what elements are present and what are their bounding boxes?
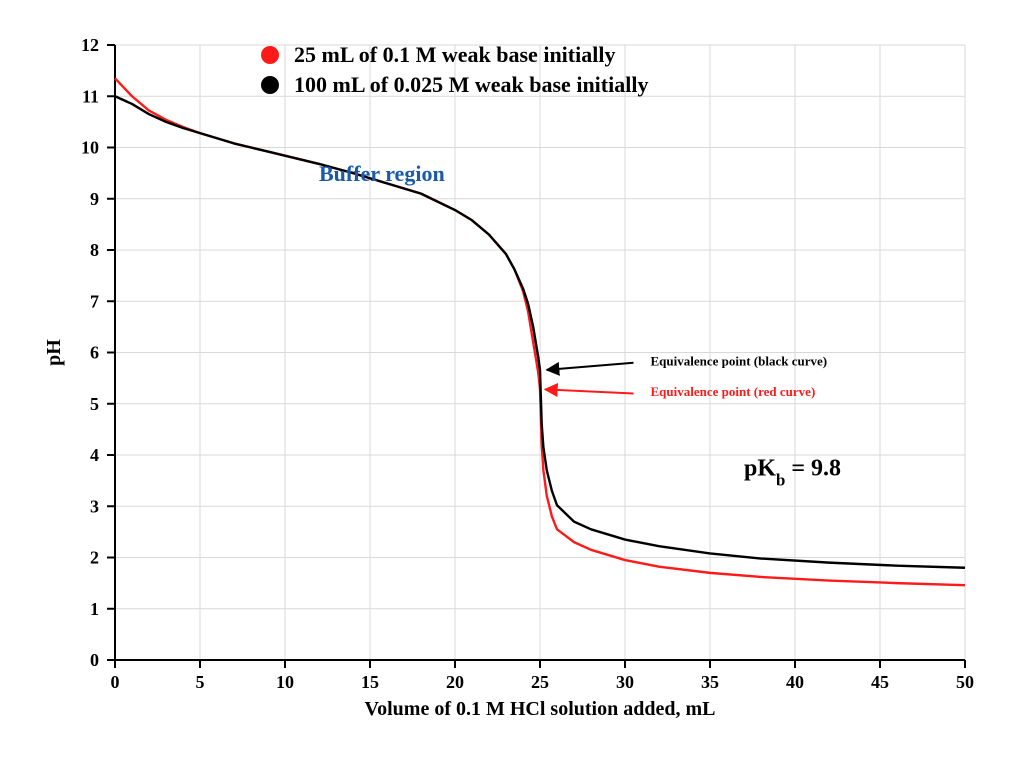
x-tick-label: 35 [701, 672, 719, 692]
y-tick-label: 2 [90, 548, 99, 568]
arrow-eq-red [545, 389, 633, 393]
annotation-eq-red: Equivalence point (red curve) [651, 384, 816, 399]
titration-chart: 051015202530354045500123456789101112Volu… [0, 0, 1024, 768]
annotation-buffer: Buffer region [319, 161, 445, 186]
y-tick-label: 5 [90, 394, 99, 414]
y-tick-label: 7 [90, 291, 99, 311]
y-tick-label: 0 [90, 650, 99, 670]
x-tick-label: 10 [276, 672, 294, 692]
annotation-pkb: pKb = 9.8 [744, 456, 841, 490]
y-tick-label: 10 [81, 138, 99, 158]
y-tick-label: 4 [90, 445, 99, 465]
x-tick-label: 45 [871, 672, 889, 692]
x-tick-label: 5 [196, 672, 205, 692]
annotation-eq-black: Equivalence point (black curve) [651, 353, 828, 368]
legend-label-black: 100 mL of 0.025 M weak base initially [294, 72, 648, 97]
y-tick-label: 9 [90, 189, 99, 209]
y-tick-label: 12 [81, 35, 99, 55]
legend-label-red: 25 mL of 0.1 M weak base initially [294, 42, 615, 67]
x-tick-label: 50 [956, 672, 974, 692]
chart-svg: 051015202530354045500123456789101112Volu… [0, 0, 1024, 768]
y-tick-label: 1 [90, 599, 99, 619]
legend-marker-black [261, 76, 279, 94]
legend-marker-red [261, 46, 279, 64]
x-tick-label: 25 [531, 672, 549, 692]
y-tick-label: 8 [90, 240, 99, 260]
y-tick-label: 11 [82, 86, 99, 106]
y-tick-label: 6 [90, 343, 99, 363]
x-axis-label: Volume of 0.1 M HCl solution added, mL [365, 698, 716, 720]
x-tick-label: 30 [616, 672, 634, 692]
x-tick-label: 20 [446, 672, 464, 692]
x-tick-label: 15 [361, 672, 379, 692]
y-tick-label: 3 [90, 496, 99, 516]
y-axis-label: pH [43, 339, 65, 366]
x-tick-label: 0 [111, 672, 120, 692]
x-tick-label: 40 [786, 672, 804, 692]
arrow-eq-black [547, 363, 634, 370]
